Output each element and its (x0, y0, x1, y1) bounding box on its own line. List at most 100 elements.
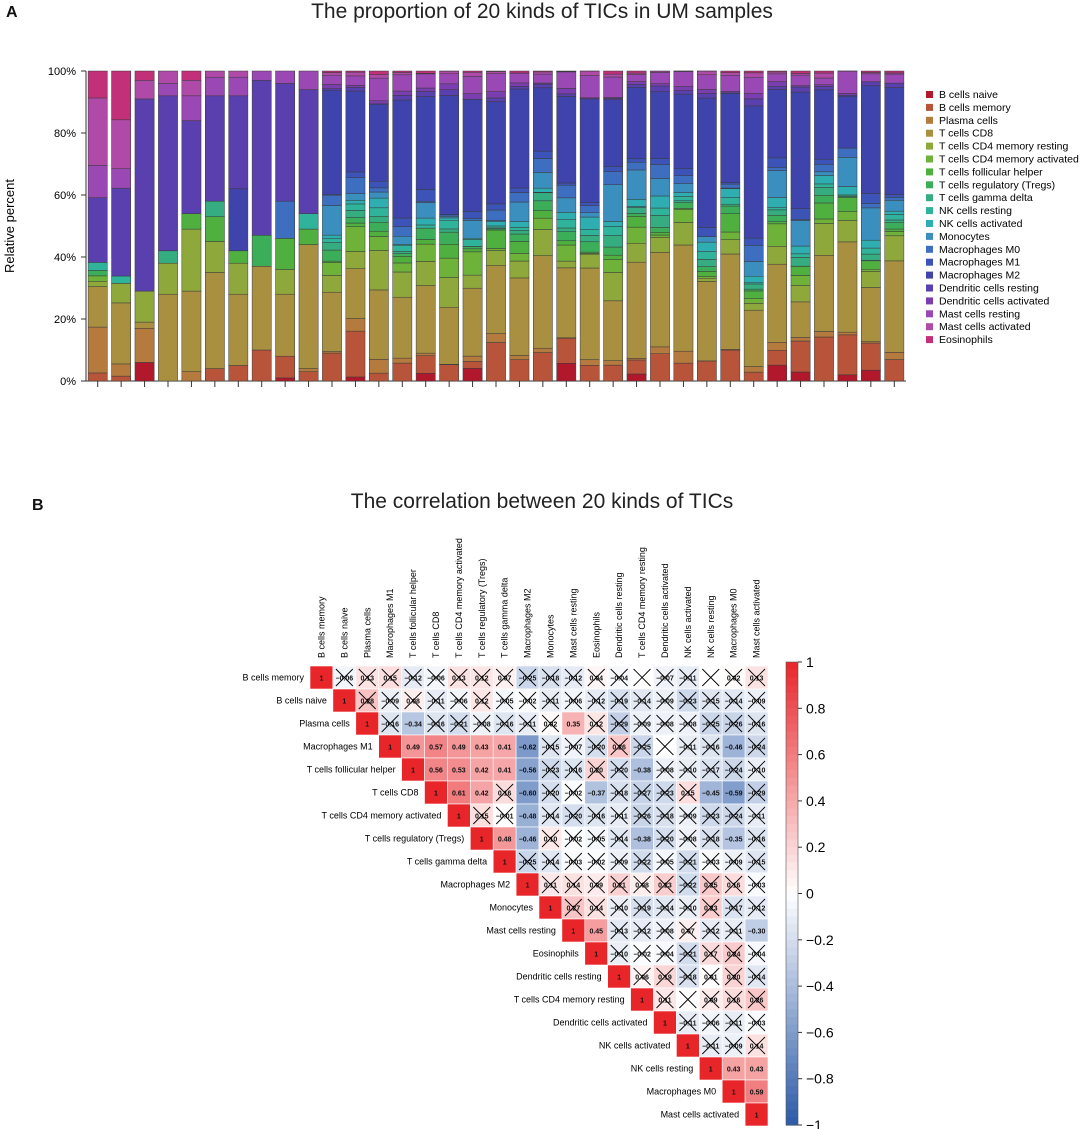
cell-value: 1 (755, 1113, 759, 1120)
correlation-heatmap: B cells memory B cells naive Plasma cells M… (242, 538, 833, 1129)
colorbar-segment (786, 932, 798, 941)
cell-value: −0.08 (656, 929, 674, 936)
bar-segment (462, 287, 483, 357)
insignificant-cross (679, 760, 697, 779)
bar-segment (837, 147, 858, 158)
bar-segment (861, 193, 881, 204)
legend-label: Mast cells activated (939, 321, 1031, 333)
cell-value: −0.10 (748, 768, 766, 775)
cell-value: −0.23 (702, 814, 720, 821)
bar-segment (392, 99, 413, 219)
bar-segment (720, 253, 741, 350)
bar-segment (298, 89, 319, 214)
bar-segment (861, 207, 881, 241)
cell-value: 0.26 (612, 745, 626, 752)
legend-label: Macrophages M2 (939, 270, 1020, 282)
bar-segment (158, 95, 178, 252)
cell-value: 0.14 (567, 883, 581, 890)
legend-swatch (926, 116, 933, 124)
colorbar-segment (786, 924, 798, 933)
legend-swatch (926, 103, 933, 111)
bar-segment (111, 363, 131, 377)
cell-value: −0.14 (542, 860, 560, 867)
insignificant-cross (724, 760, 743, 779)
bar-segment (861, 287, 881, 342)
cell-value: 0.48 (498, 837, 512, 844)
cell-value: 0.02 (727, 676, 741, 683)
bar-segment (884, 82, 905, 88)
insignificant-cross (724, 852, 743, 871)
bar-segment (673, 175, 694, 184)
cell-value: 0.06 (635, 975, 649, 982)
cell-value: −0.11 (542, 699, 559, 706)
insignificant-cross (518, 852, 537, 871)
insignificant-cross (472, 691, 491, 710)
cell-value: −0.08 (679, 722, 697, 729)
insignificant-cross (656, 714, 674, 733)
bar-segment (814, 336, 834, 382)
bar-segment (486, 73, 506, 92)
bar-segment (743, 283, 764, 290)
cell-value: −0.37 (587, 791, 605, 798)
bar-segment (509, 359, 530, 382)
bar-segment (181, 80, 202, 97)
row-label: T cells CD8 (372, 788, 418, 798)
bar-segment (322, 74, 342, 85)
bar-segment (533, 87, 553, 152)
insignificant-cross (587, 875, 606, 894)
row-label: Monocytes (489, 903, 533, 913)
bar-segment (697, 360, 717, 382)
cell-value: 0.04 (589, 676, 603, 683)
cell-value: 1 (663, 1021, 667, 1028)
insignificant-cross (564, 852, 583, 871)
bar-segment (392, 362, 413, 382)
cell-value: −0.24 (725, 768, 743, 775)
bar-segment (369, 180, 389, 189)
cell-value: −0.16 (381, 722, 399, 729)
insignificant-cross (701, 852, 720, 871)
bar-segment (392, 226, 413, 237)
cell-value: 0.01 (704, 975, 718, 982)
insignificant-cross (633, 714, 651, 733)
bar-segment (720, 203, 741, 207)
bar-segment (556, 227, 577, 232)
column-label: Eosinophils (591, 611, 601, 658)
bar-segment (650, 346, 670, 354)
insignificant-cross (610, 875, 628, 894)
bar-segment (650, 195, 670, 209)
bar-segment (790, 86, 811, 93)
bar-segment (626, 70, 647, 74)
insignificant-cross (564, 668, 583, 687)
bar-segment (837, 95, 858, 149)
bar-segment (345, 70, 366, 73)
insignificant-cross (518, 691, 537, 710)
cell-value: −0.38 (633, 768, 651, 775)
bar-segment (743, 366, 764, 373)
bar-segment (111, 119, 131, 169)
bar-segment (111, 275, 131, 284)
insignificant-cross (610, 760, 628, 779)
legend-label: Dendritic cells activated (939, 295, 1049, 307)
bar-segment (626, 226, 647, 244)
cell-value: −0.02 (633, 952, 651, 959)
bar-segment (556, 182, 577, 186)
colorbar-segment (786, 831, 798, 841)
colorbar-segment (786, 816, 798, 825)
insignificant-cross (747, 1036, 766, 1055)
column-label: Macrophages M1 (385, 588, 395, 658)
bar-segment (884, 73, 905, 84)
bar-segment (556, 184, 577, 199)
insignificant-cross (747, 668, 766, 687)
insignificant-cross (358, 691, 377, 710)
bar-segment (87, 70, 108, 99)
bar-segment (322, 89, 342, 195)
insignificant-cross (495, 668, 514, 687)
insignificant-cross (701, 921, 720, 940)
insignificant-cross (633, 967, 651, 986)
insignificant-cross (679, 783, 697, 802)
bar-segment (392, 253, 413, 257)
bar-segment (369, 197, 389, 209)
bar-segment (251, 266, 272, 351)
cell-value: 1 (342, 699, 346, 706)
cell-value: −0.09 (656, 699, 674, 706)
